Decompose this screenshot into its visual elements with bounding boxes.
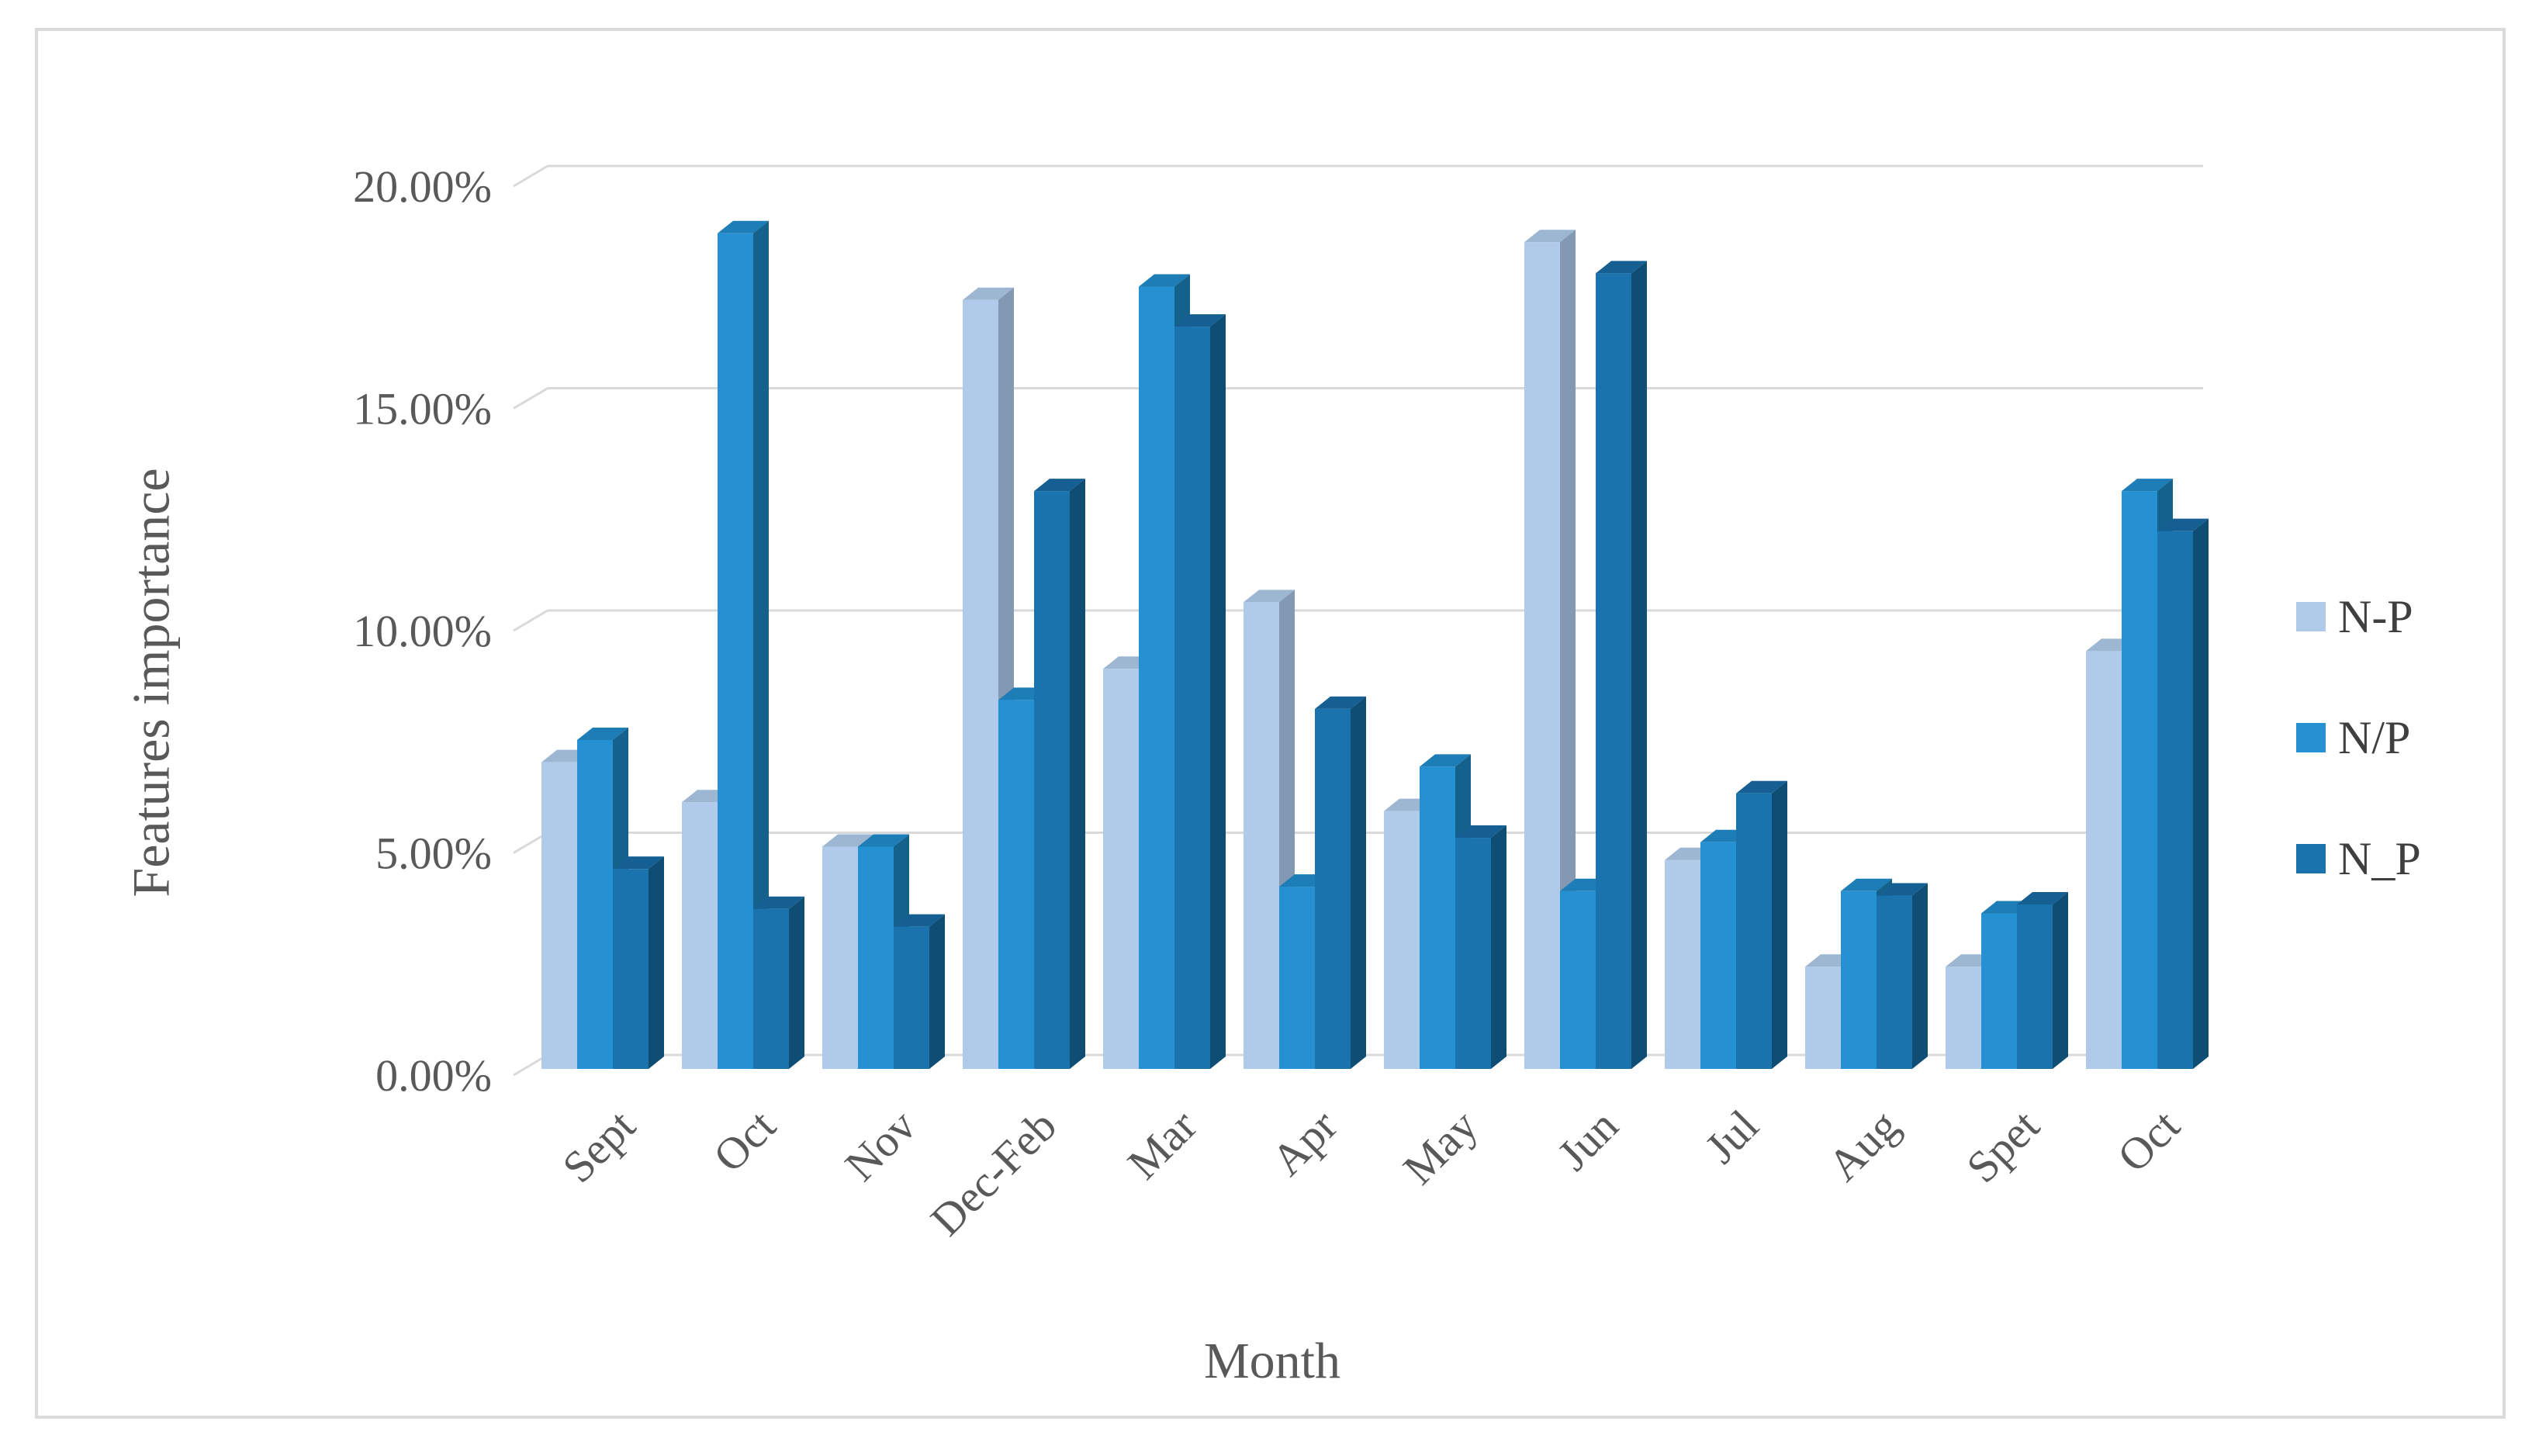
svg-text:Aug: Aug bbox=[1818, 1100, 1909, 1191]
svg-text:Apr: Apr bbox=[1261, 1100, 1347, 1185]
svg-text:10.00%: 10.00% bbox=[353, 606, 492, 656]
svg-text:Dec-Feb: Dec-Feb bbox=[921, 1100, 1066, 1245]
svg-text:Nov: Nov bbox=[835, 1100, 926, 1191]
legend-item-np-slash: N/P bbox=[2296, 714, 2421, 761]
legend: N-P N/P N_P bbox=[2296, 593, 2421, 882]
legend-item-np-dash: N-P bbox=[2296, 593, 2421, 640]
y-axis-title: Features importance bbox=[121, 468, 181, 897]
legend-swatch-n-slash-p bbox=[2296, 723, 2326, 752]
x-axis-title: Month bbox=[1203, 1333, 1341, 1389]
svg-text:Mar: Mar bbox=[1118, 1100, 1206, 1188]
legend-label-n-underscore-p: N_P bbox=[2338, 833, 2421, 884]
svg-text:0.00%: 0.00% bbox=[375, 1050, 492, 1101]
svg-text:Sept: Sept bbox=[552, 1100, 645, 1192]
legend-label-n-dash-p: N-P bbox=[2338, 591, 2413, 642]
svg-text:Jul: Jul bbox=[1695, 1100, 1768, 1173]
svg-text:15.00%: 15.00% bbox=[353, 384, 492, 434]
svg-text:5.00%: 5.00% bbox=[375, 828, 492, 879]
legend-swatch-n-dash-p bbox=[2296, 602, 2326, 631]
svg-text:20.00%: 20.00% bbox=[353, 161, 492, 212]
legend-label-n-slash-p: N/P bbox=[2338, 712, 2411, 763]
svg-text:Jun: Jun bbox=[1548, 1100, 1628, 1180]
svg-text:May: May bbox=[1393, 1100, 1487, 1194]
legend-swatch-n-underscore-p bbox=[2296, 844, 2326, 873]
legend-item-np-underscore: N_P bbox=[2296, 835, 2421, 882]
svg-text:Oct: Oct bbox=[704, 1100, 785, 1181]
chart-frame bbox=[35, 28, 2506, 1419]
svg-text:Oct: Oct bbox=[2108, 1100, 2189, 1181]
svg-text:Spet: Spet bbox=[1956, 1100, 2049, 1192]
